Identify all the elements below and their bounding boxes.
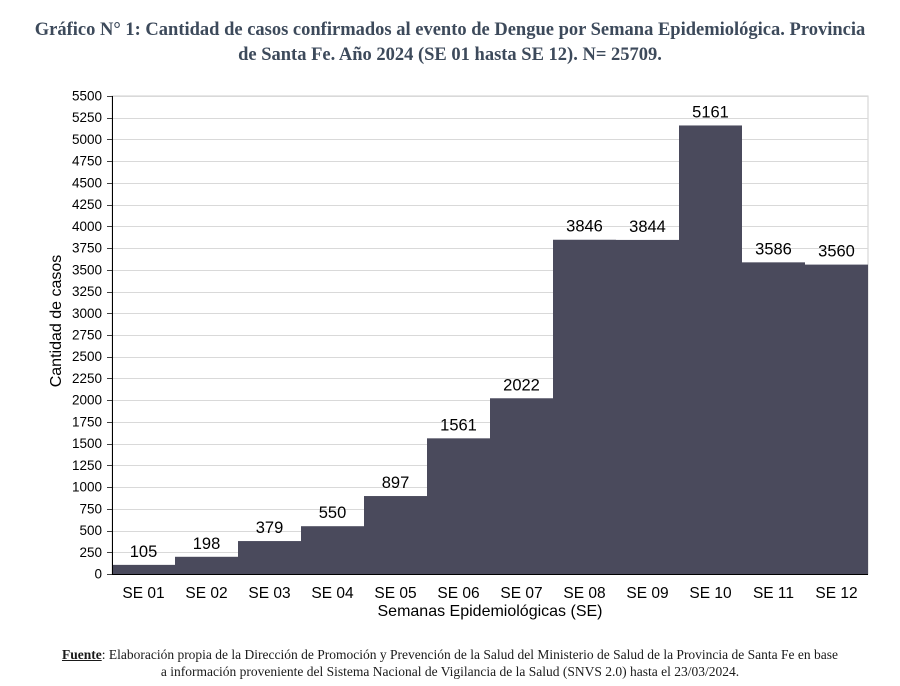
y-tick-label: 2000 [72,393,102,408]
bar-se-04 [301,526,364,574]
data-label-se-06: 1561 [440,416,477,434]
source-text: : Elaboración propia de la Dirección de … [101,647,839,679]
bars [112,125,868,575]
y-tick-label: 1000 [72,480,102,495]
data-label-se-08: 3846 [566,218,603,236]
x-axis-ticks: SE 01 SE 02 SE 03 SE 04 SE 05 SE 06 SE 07 SE 08… [122,585,857,602]
data-label-se-01: 105 [130,543,158,561]
y-axis-title: Cantidad de casos [48,255,65,388]
bar-se-10 [679,125,742,574]
bar-se-03 [238,541,301,574]
y-tick-label: 1250 [72,458,102,473]
y-tick-label: 1750 [72,414,102,429]
x-tick-label-se-03: SE 03 [248,585,290,602]
source-note: Fuente: Elaboración propia de la Direcci… [0,646,900,680]
y-tick-label: 3000 [72,306,102,321]
y-tick-label: 750 [79,501,102,516]
x-tick-label-se-10: SE 10 [689,585,732,602]
y-tick-label: 2750 [72,328,102,343]
bar-se-01 [112,564,175,574]
x-axis-title: Semanas Epidemiológicas (SE) [378,603,603,620]
y-tick-label: 2500 [72,349,102,364]
y-tick-label: 5250 [72,110,102,125]
y-axis-ticks: 0 250 500 750 1000 1250 1500 1750 2000 2250 2500 27… [72,89,112,582]
data-label-se-12: 3560 [818,243,855,261]
bar-se-12 [805,264,868,574]
data-labels: 105 198 379 550 897 1561 2022 3846 3844 5161 3586 3… [130,103,855,560]
bar-se-05 [364,496,427,574]
y-tick-label: 0 [94,567,102,582]
data-label-se-05: 897 [382,474,410,492]
y-tick-label: 5500 [72,89,102,104]
bar-se-08 [553,239,616,575]
bar-se-06 [427,438,490,574]
x-tick-label-se-06: SE 06 [437,585,479,602]
data-label-se-11: 3586 [755,240,792,258]
y-tick-label: 250 [79,545,102,560]
axes [107,96,868,575]
y-tick-label: 3250 [72,284,102,299]
x-tick-label-se-09: SE 09 [626,585,668,602]
x-tick-label-se-07: SE 07 [500,585,542,602]
y-tick-label: 3750 [72,241,102,256]
x-tick-label-se-12: SE 12 [815,585,857,602]
bar-se-02 [175,556,238,574]
y-tick-label: 4250 [72,197,102,212]
y-tick-label: 4500 [72,175,102,190]
y-tick-label: 4750 [72,154,102,169]
bar-se-09 [616,239,679,574]
chart-title: Gráfico N° 1: Cantidad de casos confirma… [34,20,866,65]
data-label-se-03: 379 [256,519,284,537]
data-label-se-10: 5161 [692,103,729,121]
y-tick-label: 2250 [72,371,102,386]
x-tick-label-se-05: SE 05 [374,585,416,602]
x-tick-label-se-08: SE 08 [563,585,605,602]
x-tick-label-se-01: SE 01 [122,585,164,602]
bar-se-11 [742,262,805,574]
y-tick-label: 3500 [72,262,102,277]
y-tick-label: 5000 [72,132,102,147]
data-label-se-02: 198 [193,535,221,553]
y-tick-label: 500 [79,523,102,538]
x-tick-label-se-02: SE 02 [185,585,227,602]
y-tick-label: 4000 [72,219,102,234]
x-tick-label-se-11: SE 11 [753,585,794,602]
x-tick-label-se-04: SE 04 [311,585,354,602]
data-label-se-04: 550 [319,504,347,522]
data-label-se-07: 2022 [503,376,540,394]
data-label-se-09: 3844 [629,218,666,236]
bar-se-07 [490,398,553,574]
y-tick-label: 1500 [72,436,102,451]
source-label: Fuente [61,647,102,662]
